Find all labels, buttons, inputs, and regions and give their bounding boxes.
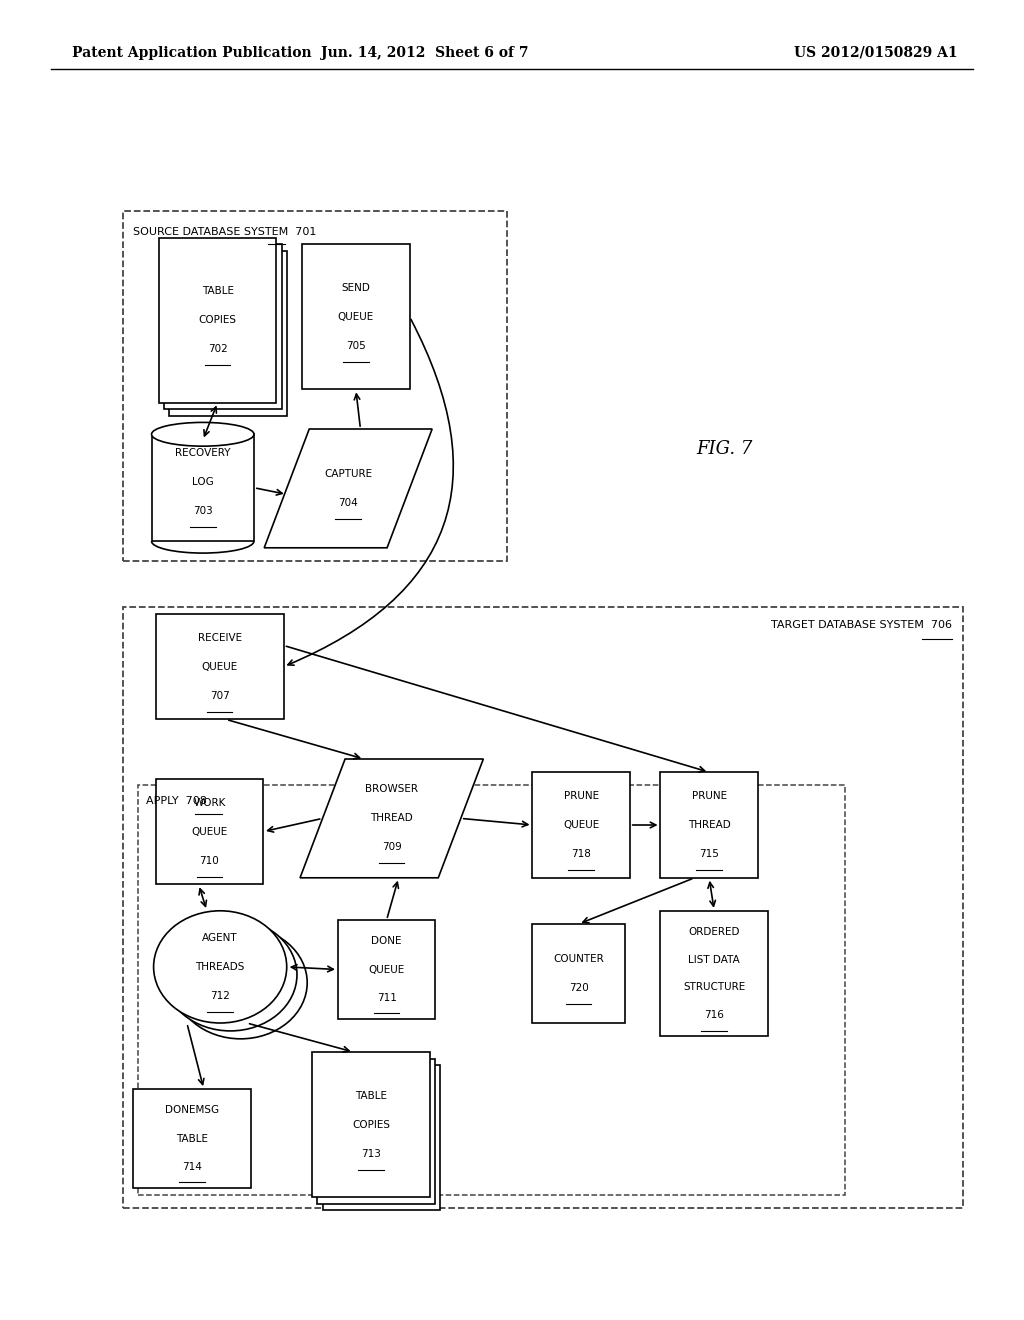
Text: TARGET DATABASE SYSTEM  706: TARGET DATABASE SYSTEM 706 xyxy=(771,620,952,631)
Text: LIST DATA: LIST DATA xyxy=(688,954,740,965)
Text: FIG. 7: FIG. 7 xyxy=(696,440,753,458)
Text: Patent Application Publication: Patent Application Publication xyxy=(72,46,311,59)
Text: 710: 710 xyxy=(200,855,219,866)
Text: COUNTER: COUNTER xyxy=(553,954,604,964)
Bar xyxy=(133,1089,251,1188)
Text: 720: 720 xyxy=(568,983,589,993)
Ellipse shape xyxy=(164,919,297,1031)
Text: QUEUE: QUEUE xyxy=(563,820,599,830)
Bar xyxy=(169,251,287,416)
Text: SOURCE DATABASE SYSTEM  701: SOURCE DATABASE SYSTEM 701 xyxy=(133,227,316,238)
Text: APPLY  708: APPLY 708 xyxy=(146,796,207,807)
Text: 704: 704 xyxy=(338,498,358,508)
Bar xyxy=(532,924,625,1023)
Text: 707: 707 xyxy=(210,690,229,701)
Text: TABLE: TABLE xyxy=(202,286,233,296)
Text: ORDERED: ORDERED xyxy=(688,927,740,937)
Text: THREAD: THREAD xyxy=(688,820,730,830)
Text: QUEUE: QUEUE xyxy=(202,661,238,672)
Text: QUEUE: QUEUE xyxy=(338,312,374,322)
Text: 702: 702 xyxy=(208,345,227,354)
Text: PRUNE: PRUNE xyxy=(691,791,727,801)
Bar xyxy=(660,772,758,878)
Bar xyxy=(323,1065,440,1210)
Bar xyxy=(660,911,768,1036)
Text: US 2012/0150829 A1: US 2012/0150829 A1 xyxy=(794,46,957,59)
Text: BROWSER: BROWSER xyxy=(366,784,418,795)
Text: STRUCTURE: STRUCTURE xyxy=(683,982,745,993)
Text: QUEUE: QUEUE xyxy=(191,826,227,837)
Bar xyxy=(156,779,263,884)
Bar xyxy=(123,607,963,1208)
Bar xyxy=(159,238,276,403)
Text: TABLE: TABLE xyxy=(176,1134,208,1143)
Text: 713: 713 xyxy=(361,1148,381,1159)
Text: 712: 712 xyxy=(210,991,230,1001)
Text: THREADS: THREADS xyxy=(196,962,245,972)
Bar xyxy=(152,434,254,541)
Text: WORK: WORK xyxy=(194,797,225,808)
Bar xyxy=(312,1052,430,1197)
Polygon shape xyxy=(300,759,483,878)
Text: 703: 703 xyxy=(193,506,213,516)
Text: 716: 716 xyxy=(705,1010,724,1020)
Bar xyxy=(338,920,435,1019)
Text: 714: 714 xyxy=(182,1162,202,1172)
Bar xyxy=(302,244,410,389)
Text: 711: 711 xyxy=(377,993,396,1003)
Bar xyxy=(317,1059,435,1204)
Text: RECEIVE: RECEIVE xyxy=(198,632,242,643)
Text: PRUNE: PRUNE xyxy=(563,791,599,801)
Ellipse shape xyxy=(152,422,254,446)
Text: RECOVERY: RECOVERY xyxy=(175,447,230,458)
Polygon shape xyxy=(264,429,432,548)
Ellipse shape xyxy=(154,911,287,1023)
Bar xyxy=(123,211,507,561)
Bar xyxy=(164,244,282,409)
Ellipse shape xyxy=(174,927,307,1039)
Text: COPIES: COPIES xyxy=(352,1119,390,1130)
Text: Jun. 14, 2012  Sheet 6 of 7: Jun. 14, 2012 Sheet 6 of 7 xyxy=(322,46,528,59)
Text: 705: 705 xyxy=(346,341,366,351)
Text: DONEMSG: DONEMSG xyxy=(165,1105,219,1115)
Text: THREAD: THREAD xyxy=(371,813,413,824)
Text: 715: 715 xyxy=(699,849,719,859)
Bar xyxy=(532,772,630,878)
Text: TABLE: TABLE xyxy=(355,1090,387,1101)
Text: SEND: SEND xyxy=(341,282,371,293)
Text: LOG: LOG xyxy=(191,477,214,487)
Text: QUEUE: QUEUE xyxy=(369,965,404,974)
Text: AGENT: AGENT xyxy=(203,933,238,942)
Text: COPIES: COPIES xyxy=(199,315,237,325)
Bar xyxy=(138,785,845,1195)
Text: 709: 709 xyxy=(382,842,401,853)
Text: CAPTURE: CAPTURE xyxy=(325,469,372,479)
Text: 718: 718 xyxy=(571,849,591,859)
Text: DONE: DONE xyxy=(372,936,401,946)
Bar xyxy=(156,614,284,719)
